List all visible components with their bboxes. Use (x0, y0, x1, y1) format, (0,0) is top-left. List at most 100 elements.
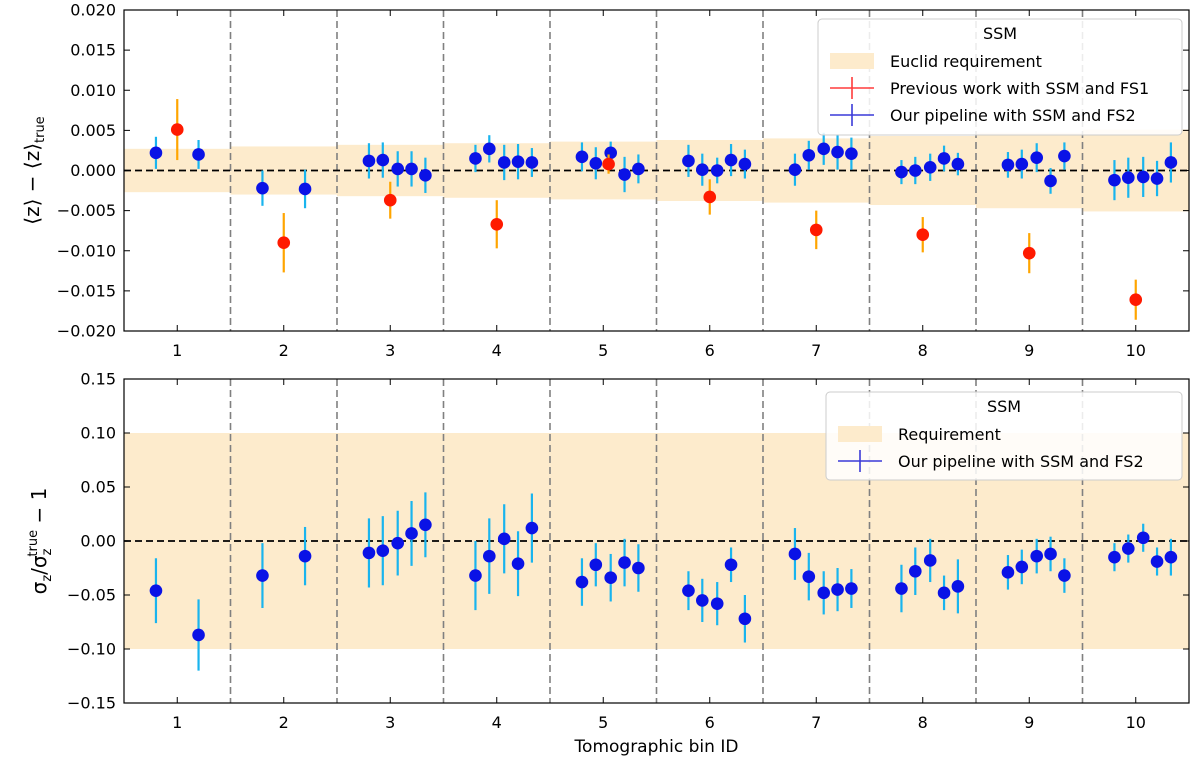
top-previous-point (1129, 293, 1143, 307)
top-previous-point (277, 236, 291, 250)
top-ours-point (632, 162, 645, 176)
top-ours-point (618, 168, 631, 181)
top-xtick-label: 8 (918, 341, 928, 360)
top-ytick-label: 0.000 (70, 161, 116, 180)
bottom-xlabel: Tomographic bin ID (574, 737, 739, 757)
top-ours-point (788, 163, 802, 176)
bottom-ylabel-over: /σ (27, 555, 51, 575)
bottom-ours-point (511, 557, 525, 570)
bottom-ylabel-tail: − 1 (27, 488, 51, 530)
top-legend-label: Euclid requirement (890, 52, 1042, 71)
bottom-ours-point (831, 583, 844, 596)
top-legend-box (817, 18, 1183, 136)
bottom-ours-point (589, 558, 603, 572)
bottom-xtick-label: 1 (172, 713, 182, 732)
bottom-ylabel-sigma: σ (27, 581, 51, 594)
top-legend-title: SSM (983, 24, 1017, 43)
top-ours-point (192, 148, 205, 161)
bottom-ours-point (1001, 566, 1015, 579)
bottom-ours-point (618, 556, 631, 569)
top-ours-point (682, 154, 695, 168)
bottom-ours-point (1044, 547, 1057, 561)
bottom-legend-label: Requirement (898, 425, 1001, 444)
bottom-ylabel-sup: true (26, 530, 41, 557)
bottom-ytick-label: 0.10 (80, 424, 116, 443)
bottom-ytick-label: −0.10 (67, 640, 116, 659)
top-xtick-label: 1 (172, 341, 182, 360)
top-ours-point (1030, 151, 1044, 164)
top-ours-point (951, 157, 965, 171)
top-legend-band-swatch (830, 53, 874, 69)
top-ours-point (1058, 149, 1071, 163)
bottom-ours-point (908, 564, 922, 578)
bottom-ours-point (391, 536, 405, 550)
top-ours-point (391, 162, 405, 176)
top-ours-point (831, 145, 844, 159)
bottom-ours-point (1108, 550, 1121, 564)
bottom-ours-point (802, 570, 816, 583)
top-ours-point (511, 155, 525, 168)
top-ours-point (802, 148, 816, 162)
top-ytick-label: −0.020 (57, 322, 116, 341)
bottom-ytick-label: 0.05 (80, 478, 116, 497)
bottom-legend-band-swatch (838, 426, 882, 442)
top-ours-point (845, 147, 858, 160)
top-ours-point (298, 182, 312, 196)
top-series-our-pipeline (149, 132, 1178, 209)
bottom-xtick-label: 2 (279, 713, 289, 732)
top-ours-point (1136, 170, 1150, 184)
top-ours-point (1044, 174, 1057, 188)
bottom-legend: SSM Requirement Our pipeline with SSM and … (825, 391, 1183, 481)
bottom-legend-title: SSM (987, 397, 1021, 416)
bottom-xtick-label: 7 (811, 713, 821, 732)
top-ours-point (1108, 173, 1121, 187)
bottom-legend-label: Our pipeline with SSM and FS2 (898, 452, 1144, 471)
bottom-ours-point (724, 558, 738, 572)
bottom-ours-point (788, 547, 802, 561)
bottom-ours-point (1164, 550, 1178, 564)
bottom-xtick-label: 4 (492, 713, 502, 732)
top-series-previous-work (170, 99, 1143, 320)
bottom-ours-point (362, 546, 376, 560)
top-ours-point (1150, 172, 1164, 185)
bottom-xtick-label: 8 (918, 713, 928, 732)
top-previous-point (703, 190, 717, 204)
top-ours-point (469, 152, 482, 165)
bottom-ours-point (1121, 542, 1135, 555)
top-ours-point (695, 163, 709, 176)
top-ours-point (923, 160, 937, 174)
top-ours-point (724, 153, 738, 167)
bottom-ours-point (1136, 531, 1150, 545)
top-ours-point (497, 156, 511, 169)
top-previous-point (383, 193, 397, 207)
bottom-ylabel: σz/σztrue − 1 (26, 488, 55, 595)
top-ours-point (525, 156, 539, 169)
top-ytick-label: 0.015 (70, 41, 116, 60)
bottom-ours-point (937, 586, 951, 600)
top-previous-point (602, 157, 615, 171)
top-legend-label: Our pipeline with SSM and FS2 (890, 106, 1136, 125)
bottom-ours-point (497, 532, 511, 546)
bottom-ylabel-sub2: z (40, 548, 55, 555)
top-ours-point (256, 181, 269, 195)
bottom-ytick-label: −0.15 (67, 694, 116, 713)
bottom-legend-box (825, 391, 1183, 481)
top-xtick-label: 3 (385, 341, 395, 360)
top-ylabel-sub: true (33, 116, 48, 143)
bottom-ours-point (817, 586, 831, 600)
bottom-ours-point (604, 571, 618, 585)
top-previous-point (916, 228, 930, 241)
bottom-ours-point (575, 575, 589, 589)
bottom-ours-point (405, 527, 418, 540)
bottom-ours-point (1058, 569, 1071, 582)
bottom-ours-point (1015, 560, 1029, 574)
top-legend: SSM Euclid requirement Previous work with … (817, 18, 1183, 136)
bottom-ours-point (419, 518, 432, 532)
top-xtick-label: 5 (598, 341, 608, 360)
top-ytick-label: −0.005 (57, 201, 116, 220)
bottom-ours-point (695, 594, 709, 607)
top-previous-point (809, 223, 823, 237)
top-ours-point (604, 146, 618, 160)
bottom-ours-point (951, 580, 965, 593)
